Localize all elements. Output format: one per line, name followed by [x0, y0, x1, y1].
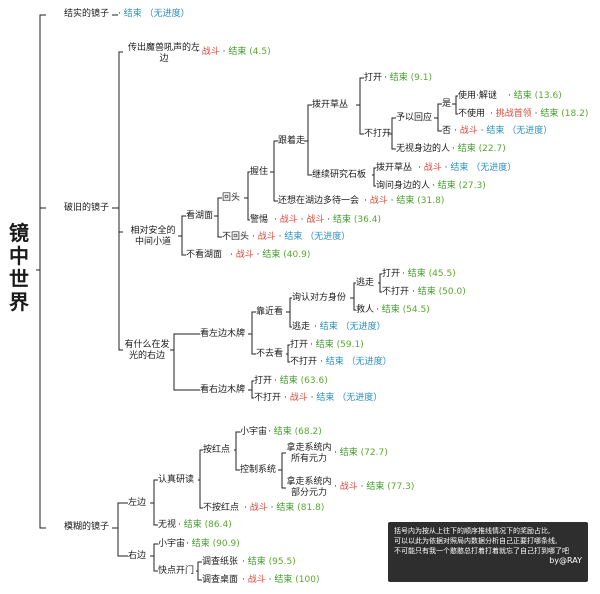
result-27-3: · 结束 (27.3): [432, 181, 486, 191]
result-100: · 战斗 · 结束 (100): [242, 575, 320, 585]
node-check-paper: 调查纸张: [202, 557, 239, 567]
note-line-2: 可以以此为依据对照局内数据分析自己正要打哪条线,: [394, 537, 558, 545]
title-text: 镜中世界: [9, 221, 29, 314]
node-light-right: 有什么在发光的右边: [124, 340, 170, 361]
node-pull-grass-2: 拨开草丛: [376, 163, 413, 173]
note-box: 括号内为按从上往下的顺序推线情况下的奖励占比, 可以以此为依据对照局内数据分析自…: [388, 522, 588, 582]
result-40-9: · 战斗 · 结束 (40.9): [230, 250, 311, 260]
node-not-use: 不使用: [458, 109, 486, 119]
result-no-progress-5: · 结束 （无进度）: [320, 357, 392, 367]
node-no-look-lake: 不看湖面: [186, 250, 223, 260]
node-pull-grass: 拨开草丛: [312, 100, 349, 110]
node-right: 右边: [128, 551, 147, 561]
node-not-open-b: 不打开: [290, 357, 318, 367]
node-ignore: 无视: [158, 520, 177, 530]
note-line-1: 括号内为按从上往下的顺序推线情况下的奖励占比,: [394, 527, 551, 535]
node-hold: 握住: [250, 167, 269, 177]
node-open-c: 打开: [254, 376, 273, 386]
result-63-6: · 结束 (63.6): [274, 376, 328, 386]
note-signature: by@RAY: [549, 556, 582, 565]
node-think-lake: 还想在湖边多待一会: [278, 196, 360, 206]
result-86-4: · 结束 (86.4): [178, 520, 232, 530]
result-68-2: · 结束 (68.2): [268, 427, 322, 437]
node-continue-stone: 继续研究石板: [312, 170, 367, 180]
node-no-turn-back: 不回头: [222, 232, 250, 242]
node-alert: 警惕: [250, 215, 269, 225]
result-no-progress-6: · 战斗 · 结束 （无进度）: [284, 393, 383, 403]
node-save-people: 救人: [356, 305, 375, 315]
node-small-universe-2: 小宇宙: [158, 539, 186, 549]
node-take-part-power: 拿走系统内部分元力: [286, 477, 332, 498]
node-use-solve: 使用·解谜: [458, 91, 497, 101]
result-72-7: · 结束 (72.7): [334, 448, 388, 458]
node-not-look: 不去看: [256, 349, 284, 359]
node-quick-open: 快点开门: [158, 566, 195, 576]
result-59-1: · 结束 (59.1): [310, 340, 364, 350]
result-77-3: · 战斗 · 结束 (77.3): [334, 482, 415, 492]
node-no-press-red: 不按红点: [203, 503, 240, 513]
node-left: 左边: [128, 498, 147, 508]
result-no-progress-1: · 战斗 · 结束 （无进度）: [252, 232, 351, 242]
result-31-8: · 战斗 · 结束 (31.8): [364, 196, 445, 206]
node-ask-people: 询问身边的人: [376, 181, 431, 191]
result-9-1: · 结束 (9.1): [384, 73, 432, 83]
node-control-system: 控制系统: [240, 465, 277, 475]
node-serious-study: 认真研读: [158, 475, 195, 485]
node-look-right-sign: 看右边木牌: [200, 385, 246, 395]
node-blurry-mirror: 模糊的镜子: [64, 522, 110, 532]
node-not-open-a: 不打开: [382, 287, 410, 297]
node-confirm-identity: 询认对方身份: [292, 293, 347, 303]
result-90-9: · 结束 (90.9): [186, 539, 240, 549]
node-beast-roar-left: 传出魔兽吼声的左边: [128, 43, 201, 64]
node-respond-voice: 予以回应: [396, 113, 433, 123]
node-open-a: 打开: [382, 269, 401, 279]
node-open-1: 打开: [364, 73, 383, 83]
result-95-5: · 结束 (95.5): [242, 557, 296, 567]
result-50-0: · 结束 (50.0): [412, 287, 466, 297]
result-13-6: · 结束 (13.6): [508, 91, 562, 101]
result-45-5: · 结束 (45.5): [402, 269, 456, 279]
node-approach: 靠近看: [256, 307, 284, 317]
node-flee-2: 逃走: [356, 278, 375, 288]
node-look-left-sign: 看左边木牌: [200, 329, 246, 339]
note-line-3: 不可能只有我一个憨憨总打着打着就忘了自己打到哪了吧: [394, 547, 569, 555]
node-ignore-people: 无视身边的人: [396, 144, 451, 154]
node-take-all-power: 拿走系统内所有元力: [286, 443, 332, 464]
node-not-open-1: 不打开: [364, 129, 392, 139]
result-22-7: · 结束 (22.7): [452, 144, 506, 154]
result-54-5: · 结束 (54.5): [376, 305, 430, 315]
node-no: 否: [442, 126, 452, 136]
node-look-lake: 看湖面: [186, 211, 214, 221]
node-solid-mirror: 结实的镜子: [64, 9, 110, 19]
result-18-2: · 挑战首领 · 结束 (18.2): [490, 109, 589, 119]
result-81-8: · 战斗 · 结束 (81.8): [244, 503, 325, 513]
node-yes: 是: [442, 99, 452, 109]
result-4-5: · 战斗 · 结束 (4.5): [196, 47, 271, 57]
result-no-progress-2: · 战斗 · 结束 （无进度）: [454, 126, 553, 136]
result-solid-mirror: · 结束 （无进度）: [118, 9, 190, 19]
node-flee: 逃走: [292, 322, 311, 332]
node-open-b: 打开: [290, 340, 309, 350]
node-small-universe: 小宇宙: [240, 427, 268, 437]
node-broken-mirror: 破旧的镜子: [64, 203, 110, 213]
result-no-progress-4: · 结束 （无进度）: [314, 322, 386, 332]
result-no-progress-3: · 战斗 · 结束 （无进度）: [418, 163, 517, 173]
node-check-desk: 调查桌面: [202, 575, 239, 585]
node-press-red: 按红点: [203, 445, 231, 455]
node-not-open-c: 不打开: [254, 393, 282, 403]
node-turn-back: 回头: [222, 193, 241, 203]
page-title: 镜中世界: [6, 222, 32, 314]
result-36-4: · 战斗 · 战斗 · 结束 (36.4): [274, 215, 381, 225]
node-safe-path: 相对安全的中间小道: [130, 226, 176, 247]
node-follow: 跟着走: [278, 136, 306, 146]
